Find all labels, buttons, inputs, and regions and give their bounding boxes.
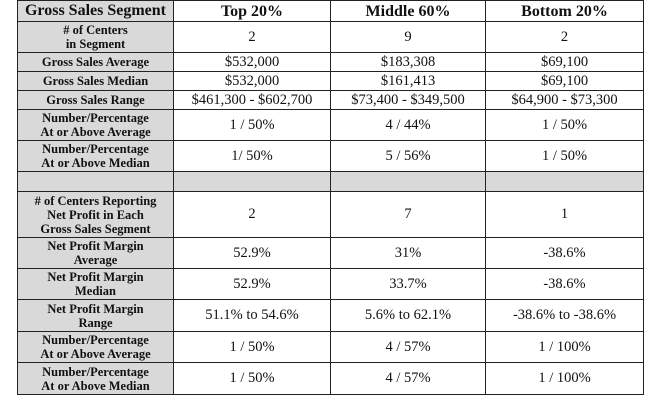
row-label-line: Number/Percentage bbox=[42, 142, 149, 156]
value-cell: 33.7% bbox=[330, 268, 486, 300]
row-label-line: Average bbox=[73, 253, 118, 267]
value-cell: 9 bbox=[330, 21, 486, 53]
row-label: # of Centers Reporting Net Profit in Each… bbox=[17, 191, 174, 238]
table-row: Number/Percentage At or Above Median 1 / 5… bbox=[17, 362, 644, 395]
value-cell: 2 bbox=[173, 191, 331, 238]
row-label-line: # of Centers bbox=[63, 23, 128, 37]
value-cell: $69,100 bbox=[485, 52, 644, 72]
row-label-line: At or Above Average bbox=[40, 125, 151, 139]
header-cell: Middle 60% bbox=[330, 0, 486, 22]
row-label: # of Centers in Segment bbox=[17, 21, 174, 53]
row-label-line: # of Centers Reporting bbox=[34, 193, 157, 208]
table-row: Gross Sales Median $532,000 $161,413 $69,10… bbox=[17, 71, 644, 91]
value-cell: $183,308 bbox=[330, 52, 486, 72]
value-cell: $161,413 bbox=[330, 71, 486, 91]
value-cell: 7 bbox=[330, 191, 486, 238]
row-label: Number/Percentage At or Above Average bbox=[17, 331, 174, 363]
separator-row bbox=[17, 171, 644, 192]
value-cell: $73,400 - $349,500 bbox=[330, 90, 486, 110]
value-cell: -38.6% to -38.6% bbox=[485, 299, 644, 332]
table-row: Gross Sales Average $532,000 $183,308 $69,1… bbox=[17, 52, 644, 72]
value-cell: 31% bbox=[330, 237, 486, 269]
row-label: Number/Percentage At or Above Median bbox=[17, 362, 174, 395]
row-label-line: Number/Percentage bbox=[42, 333, 149, 347]
row-label-line: At or Above Median bbox=[41, 156, 150, 170]
value-cell: 4 / 44% bbox=[330, 109, 486, 141]
header-cell: Top 20% bbox=[173, 0, 331, 22]
value-cell: 1 / 100% bbox=[485, 331, 644, 363]
row-label-line: Range bbox=[78, 315, 113, 330]
value-cell: -38.6% bbox=[485, 237, 644, 269]
row-label: Number/Percentage At or Above Average bbox=[17, 109, 174, 141]
row-label: Net Profit Margin Range bbox=[17, 299, 174, 332]
row-label: Gross Sales Average bbox=[17, 52, 174, 72]
value-cell: 1 / 50% bbox=[485, 109, 644, 141]
table-row: Net Profit Margin Range 51.1% to 54.6% 5.6%… bbox=[17, 299, 644, 332]
value-cell: $461,300 - $602,700 bbox=[173, 90, 331, 110]
row-label: Number/Percentage At or Above Median bbox=[17, 140, 174, 172]
value-cell: -38.6% bbox=[485, 268, 644, 300]
row-label: Gross Sales Range bbox=[17, 90, 174, 110]
value-cell: 1 / 50% bbox=[173, 331, 331, 363]
value-cell: 1/ 50% bbox=[173, 140, 331, 172]
row-label-line: At or Above Median bbox=[41, 378, 150, 393]
row-label: Gross Sales Median bbox=[17, 71, 174, 91]
value-cell: 52.9% bbox=[173, 268, 331, 300]
value-cell: 1 / 50% bbox=[173, 109, 331, 141]
row-label-line: Gross Sales Average bbox=[41, 55, 150, 69]
separator-cell bbox=[330, 171, 486, 192]
gross-sales-segment-table: Gross Sales Segment Top 20% Middle 60% B… bbox=[17, 0, 644, 395]
table-row: Net Profit Margin Median 52.9% 33.7% -38.6% bbox=[17, 268, 644, 300]
header-cell: Gross Sales Segment bbox=[17, 0, 174, 22]
value-cell: 1 bbox=[485, 191, 644, 238]
row-label-line: Gross Sales Range bbox=[46, 93, 145, 107]
table-row: Net Profit Margin Average 52.9% 31% -38.6% bbox=[17, 237, 644, 269]
row-label-line: in Segment bbox=[65, 37, 126, 51]
table-row: # of Centers in Segment 2 9 2 bbox=[17, 21, 644, 53]
row-label-line: Net Profit Margin bbox=[47, 301, 144, 316]
row-label: Net Profit Margin Average bbox=[17, 237, 174, 269]
separator-cell bbox=[173, 171, 331, 192]
separator-cell bbox=[17, 171, 174, 192]
row-label-line: Net Profit Margin bbox=[47, 239, 144, 253]
separator-cell bbox=[485, 171, 644, 192]
value-cell: 5 / 56% bbox=[330, 140, 486, 172]
row-label-line: Net Profit in Each bbox=[47, 207, 144, 222]
row-label-line: Net Profit Margin bbox=[47, 270, 144, 284]
row-label-line: Number/Percentage bbox=[42, 111, 149, 125]
value-cell: 2 bbox=[173, 21, 331, 53]
value-cell: $532,000 bbox=[173, 52, 331, 72]
value-cell: $69,100 bbox=[485, 71, 644, 91]
table-row: Number/Percentage At or Above Average 1 / … bbox=[17, 109, 644, 141]
value-cell: 52.9% bbox=[173, 237, 331, 269]
row-label-line: Median bbox=[75, 284, 116, 298]
table-row: Gross Sales Range $461,300 - $602,700 $73,… bbox=[17, 90, 644, 110]
header-cell: Bottom 20% bbox=[485, 0, 644, 22]
row-label-line: At or Above Average bbox=[40, 347, 151, 361]
value-cell: 5.6% to 62.1% bbox=[330, 299, 486, 332]
row-label: Net Profit Margin Median bbox=[17, 268, 174, 300]
table-row: Number/Percentage At or Above Average 1 / … bbox=[17, 331, 644, 363]
value-cell: $532,000 bbox=[173, 71, 331, 91]
value-cell: 4 / 57% bbox=[330, 362, 486, 395]
value-cell: 51.1% to 54.6% bbox=[173, 299, 331, 332]
row-label-line: Gross Sales Segment bbox=[40, 221, 151, 236]
value-cell: 2 bbox=[485, 21, 644, 53]
row-label-line: Gross Sales Median bbox=[42, 74, 149, 88]
value-cell: 4 / 57% bbox=[330, 331, 486, 363]
table-row: # of Centers Reporting Net Profit in Each… bbox=[17, 191, 644, 238]
value-cell: 1 / 50% bbox=[485, 140, 644, 172]
value-cell: 1 / 100% bbox=[485, 362, 644, 395]
row-label-line: Number/Percentage bbox=[42, 364, 149, 379]
header-row: Gross Sales Segment Top 20% Middle 60% B… bbox=[17, 0, 644, 22]
value-cell: 1 / 50% bbox=[173, 362, 331, 395]
table-row: Number/Percentage At or Above Median 1/ 50… bbox=[17, 140, 644, 172]
value-cell: $64,900 - $73,300 bbox=[485, 90, 644, 110]
